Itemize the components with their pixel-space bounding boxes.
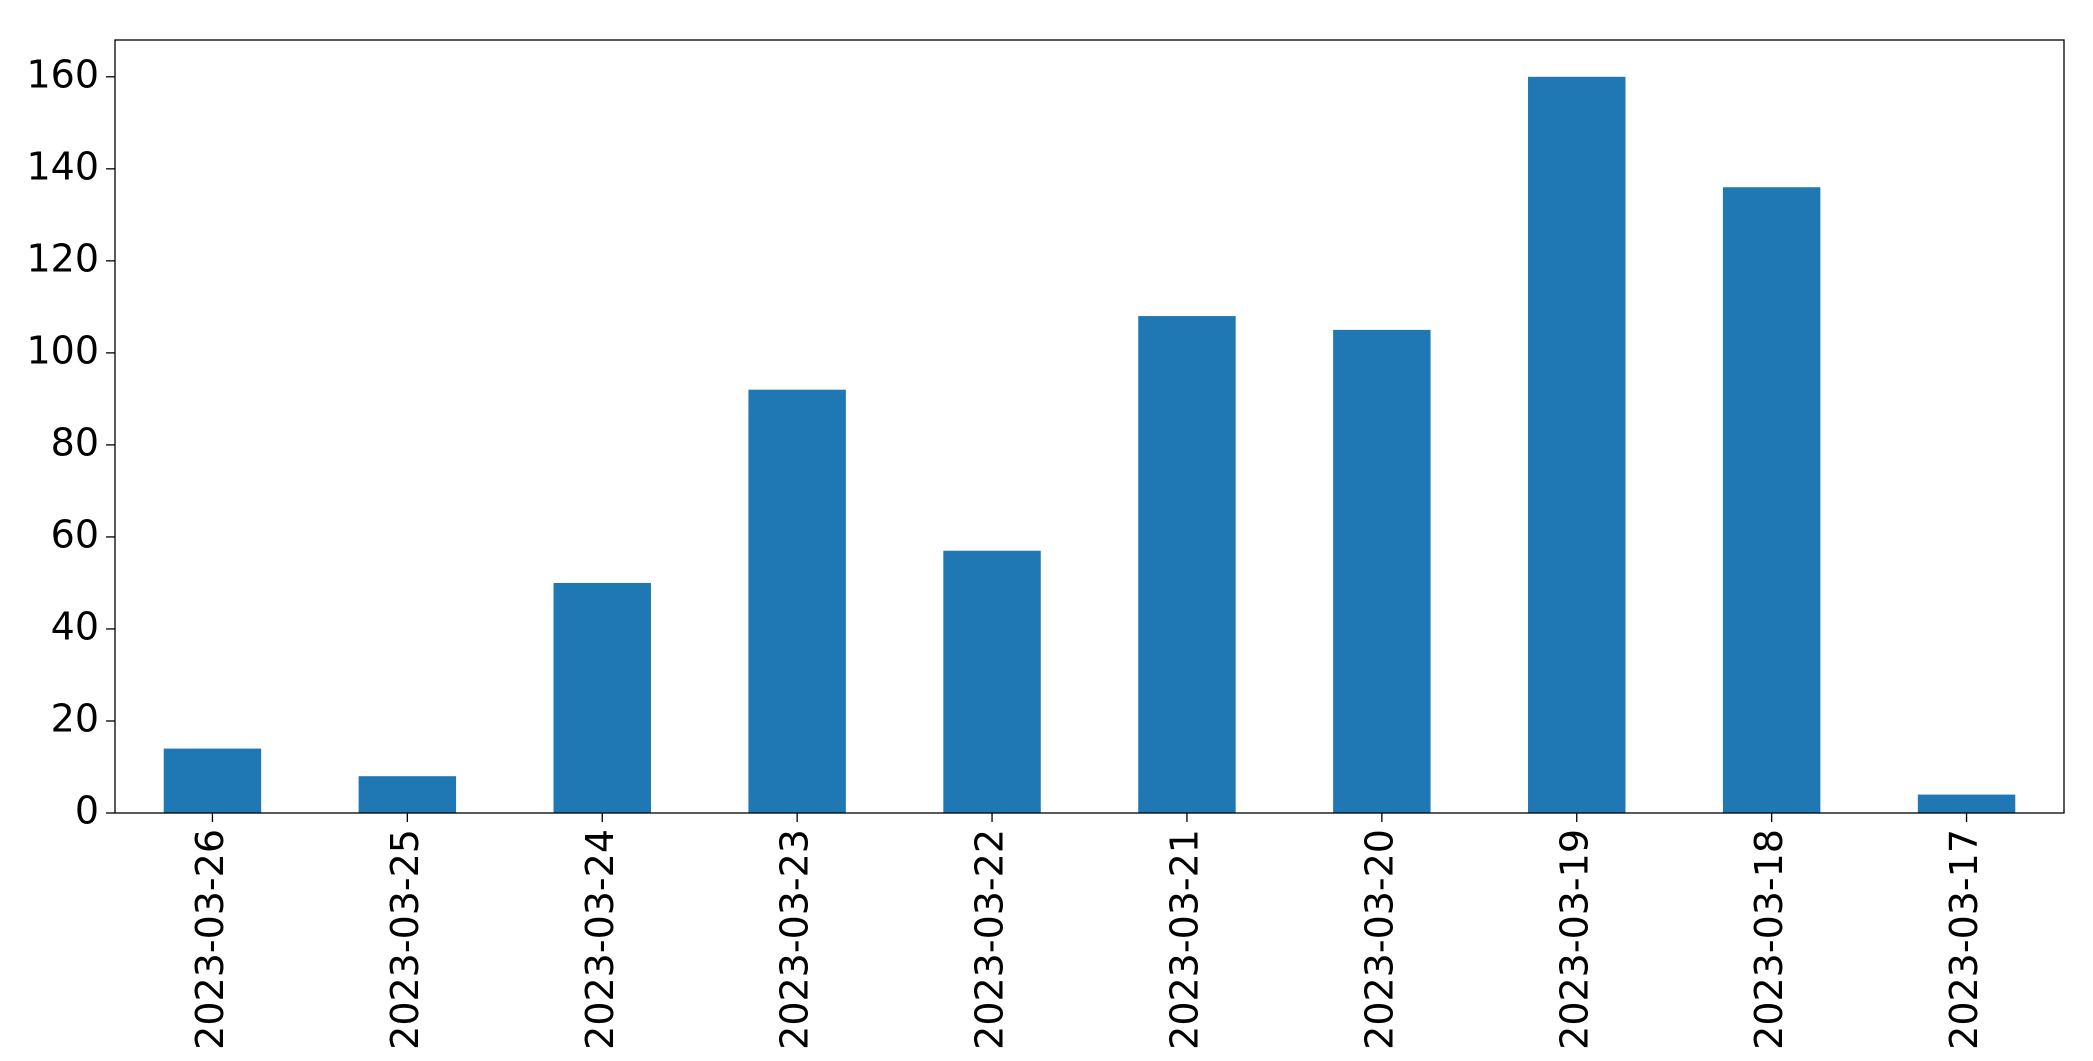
y-tick-label: 80 (51, 420, 99, 464)
x-tick-label: 2023-03-25 (383, 829, 427, 1050)
bar (1528, 76, 1626, 814)
x-tick-label: 2023-03-22 (968, 829, 1012, 1050)
bar (553, 582, 651, 813)
bar (748, 389, 846, 813)
y-tick-label: 40 (51, 604, 99, 648)
x-tick-label: 2023-03-19 (1552, 829, 1596, 1050)
bar (163, 748, 262, 813)
x-tick-label: 2023-03-23 (773, 829, 817, 1050)
y-tick-label: 0 (75, 789, 99, 833)
bar (1917, 794, 2016, 813)
y-tick-label: 160 (26, 52, 99, 96)
plot-frame (114, 39, 2065, 814)
bar (1333, 329, 1431, 813)
x-tick-label: 2023-03-18 (1747, 829, 1791, 1050)
x-tick-label: 2023-03-26 (188, 829, 232, 1050)
y-tick-label: 60 (51, 512, 99, 556)
x-tick-label: 2023-03-24 (578, 829, 622, 1050)
y-tick-label: 140 (26, 144, 99, 188)
x-tick-label: 2023-03-20 (1357, 829, 1401, 1050)
y-tick-label: 20 (51, 696, 99, 740)
bar (1722, 187, 1821, 813)
x-tick-label: 2023-03-17 (1942, 829, 1986, 1050)
y-tick-label: 120 (26, 236, 99, 280)
bar (943, 550, 1041, 813)
bar (1138, 316, 1236, 813)
y-tick-label: 100 (26, 328, 99, 372)
bar (358, 776, 457, 813)
x-tick-label: 2023-03-21 (1162, 829, 1206, 1050)
